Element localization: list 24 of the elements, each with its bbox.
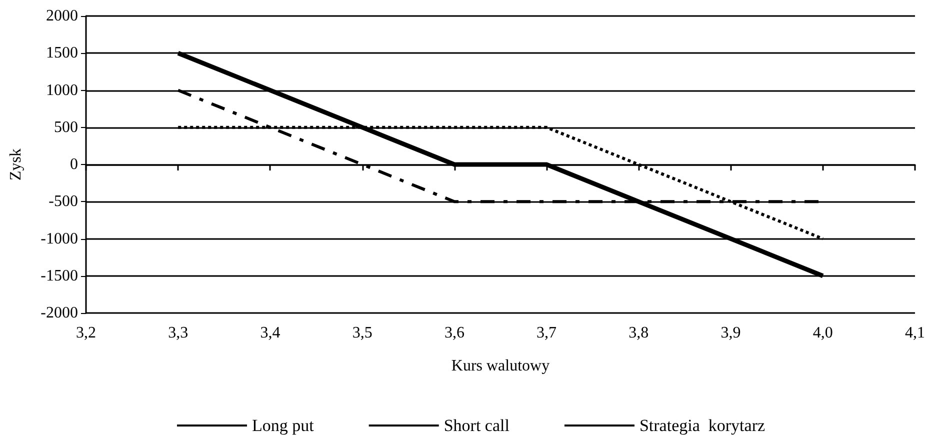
y-axis-title: Zysk bbox=[8, 148, 24, 180]
x-tick-label: 3,5 bbox=[352, 324, 372, 342]
y-tick-label: 2000 bbox=[46, 8, 78, 24]
y-tick-label: 1500 bbox=[46, 44, 78, 62]
x-tick-label: 3,7 bbox=[536, 324, 557, 342]
x-tick-label: 4,1 bbox=[905, 324, 925, 342]
x-tick-label: 3,9 bbox=[720, 324, 741, 342]
x-axis-title: Kurs walutowy bbox=[451, 358, 550, 374]
x-tick-label: 3,6 bbox=[444, 324, 464, 342]
y-tick-label: -500 bbox=[48, 193, 78, 210]
y-tick-label: -1000 bbox=[40, 230, 78, 248]
x-tick-label: 4,0 bbox=[812, 324, 833, 342]
x-tick-label: 3,3 bbox=[168, 324, 188, 342]
x-tick-label: 3,8 bbox=[628, 324, 649, 342]
y-tick-label: -2000 bbox=[40, 304, 78, 322]
y-tick-label: -1500 bbox=[40, 267, 78, 284]
legend-label: Long put bbox=[252, 416, 314, 435]
x-tick-label: 3,2 bbox=[76, 324, 96, 342]
legend-label: Strategia korytarz bbox=[639, 416, 766, 435]
y-tick-label: 0 bbox=[70, 156, 78, 173]
y-tick-label: 500 bbox=[54, 118, 78, 136]
legend-label: Short call bbox=[444, 416, 510, 435]
x-tick-label: 3,4 bbox=[260, 324, 280, 342]
y-tick-label: 1000 bbox=[46, 82, 78, 99]
